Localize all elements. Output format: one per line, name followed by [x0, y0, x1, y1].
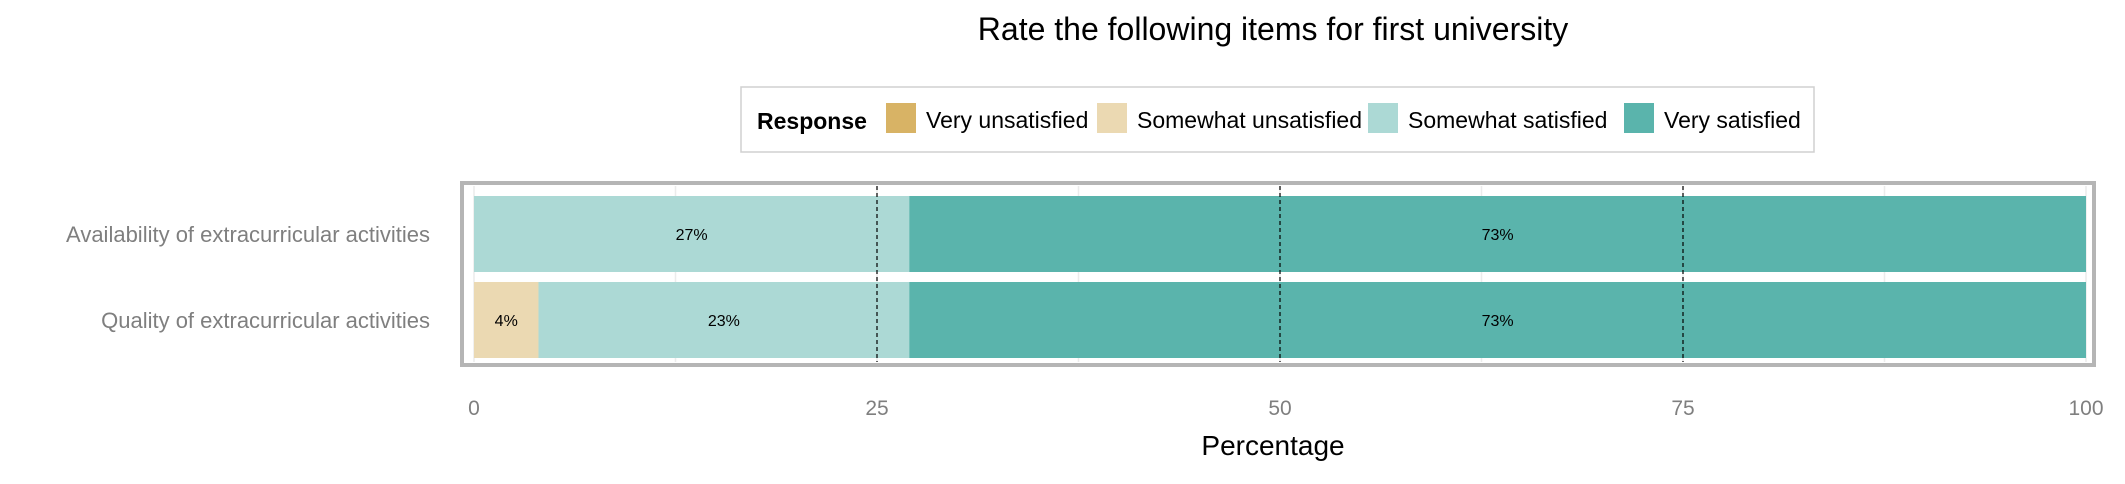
x-tick-label: 25: [865, 397, 888, 420]
bar-segment: [474, 282, 539, 358]
legend-key: [886, 103, 916, 133]
x-tick-label: 0: [468, 397, 480, 420]
legend: Response Very unsatisfied Somewhat unsati…: [740, 86, 1815, 153]
x-axis-title: Percentage: [1201, 430, 1344, 461]
legend-label: Somewhat satisfied: [1408, 107, 1607, 133]
legend-key: [1368, 103, 1398, 133]
legend-key: [1624, 103, 1654, 133]
category-label: Quality of extracurricular activities: [101, 308, 430, 333]
x-tick-label: 50: [1268, 397, 1291, 420]
data-label: 4%: [495, 313, 518, 330]
bar-segment: [909, 196, 2086, 272]
legend-title: Response: [757, 108, 867, 134]
bar-segment: [538, 282, 910, 358]
x-tick-label: 100: [2068, 397, 2103, 420]
data-label: 23%: [708, 313, 740, 330]
plot-area: 27% 73% 4% 23% 73%: [460, 181, 2096, 367]
x-tick-label: 75: [1671, 397, 1694, 420]
legend-label: Very satisfied: [1664, 107, 1801, 133]
legend-key: [1097, 103, 1127, 133]
legend-label: Somewhat unsatisfied: [1137, 107, 1362, 133]
bar-segment: [909, 282, 2086, 358]
chart-title: Rate the following items for first unive…: [978, 11, 1568, 47]
data-label: 73%: [1482, 227, 1514, 244]
legend-label: Very unsatisfied: [926, 107, 1088, 133]
category-label: Availability of extracurricular activiti…: [66, 222, 430, 247]
data-label: 73%: [1482, 313, 1514, 330]
data-label: 27%: [676, 227, 708, 244]
bar-segment: [474, 196, 910, 272]
